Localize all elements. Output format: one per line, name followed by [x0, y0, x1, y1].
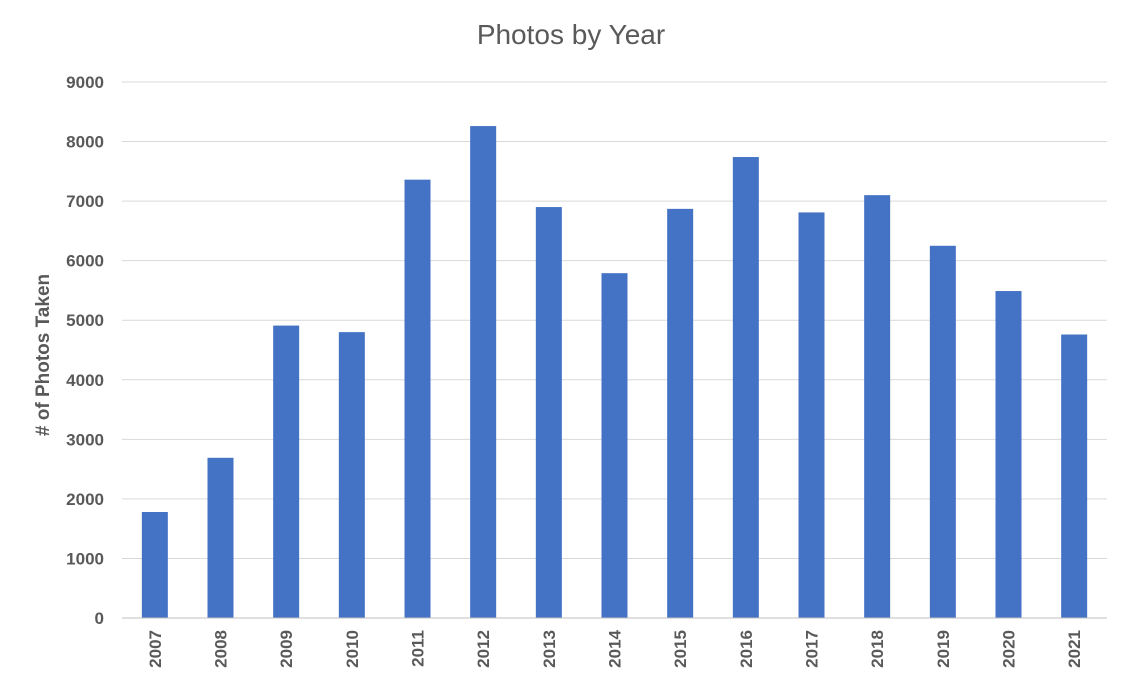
x-tick-label: 2012	[474, 630, 493, 668]
y-tick-label: 0	[95, 609, 104, 628]
x-tick-label: 2010	[343, 630, 362, 668]
x-tick-label: 2011	[409, 630, 428, 667]
x-tick-labels: 2007 2008 2009 2010 2011 2012 2013 2014 2015 2016…	[146, 629, 1084, 667]
y-tick-labels: 0 1000 2000 3000 4000 5000 6000 7000 8000 9000	[66, 73, 104, 628]
x-tick-label: 2020	[1000, 630, 1019, 668]
chart-title: Photos by Year	[477, 19, 665, 50]
x-tick-label: 2013	[540, 630, 559, 668]
bar-2017	[798, 212, 825, 618]
bars	[141, 126, 1088, 619]
bar-2015	[667, 208, 694, 618]
bar-2011	[404, 179, 431, 618]
y-tick-label: 3000	[66, 430, 104, 449]
x-tick-label: 2017	[803, 630, 822, 668]
y-tick-label: 2000	[66, 490, 104, 509]
bar-2009	[273, 325, 300, 618]
x-tick-label: 2007	[146, 630, 165, 668]
x-tick-label: 2018	[868, 630, 887, 668]
bar-2020	[995, 291, 1022, 618]
bar-2013	[535, 207, 562, 619]
bar-2008	[207, 457, 234, 618]
y-tick-label: 5000	[66, 311, 104, 330]
bar-2014	[601, 273, 628, 618]
x-tick-label: 2016	[737, 630, 756, 668]
y-axis-label: # of Photos Taken	[33, 274, 54, 436]
x-tick-label: 2021	[1065, 630, 1084, 668]
y-tick-label: 1000	[66, 549, 104, 568]
y-tick-label: 8000	[66, 133, 104, 152]
y-tick-label: 6000	[66, 252, 104, 271]
x-tick-label: 2008	[212, 630, 231, 668]
bar-2019	[929, 245, 956, 618]
y-tick-label: 4000	[66, 371, 104, 390]
bar-2007	[141, 511, 168, 618]
bar-2018	[864, 195, 891, 618]
bar-2012	[470, 126, 497, 619]
y-tick-label: 9000	[66, 73, 104, 92]
bar-2010	[338, 332, 365, 618]
x-tick-label: 2015	[671, 630, 690, 668]
x-tick-label: 2009	[277, 630, 296, 668]
x-tick-label: 2014	[606, 629, 625, 667]
bar-2021	[1061, 334, 1088, 618]
bar-2016	[732, 157, 759, 619]
x-tick-label: 2019	[934, 630, 953, 668]
y-tick-label: 7000	[66, 192, 104, 211]
